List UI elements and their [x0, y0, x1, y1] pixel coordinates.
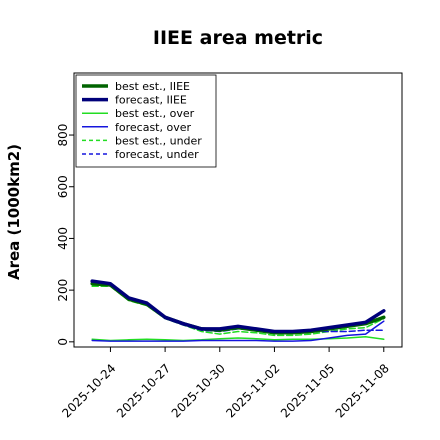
chart-title: IIEE area metric — [153, 27, 323, 49]
y-axis: 0 200 400 600 800 — [56, 124, 74, 346]
x-tick-label: 2025-11-02 — [223, 361, 282, 420]
y-tick-label: 600 — [56, 175, 70, 198]
x-tick-label: 2025-10-27 — [114, 361, 173, 420]
legend-entry: forecast, over — [115, 121, 191, 134]
y-tick-label: 800 — [56, 124, 70, 147]
y-tick-label: 200 — [56, 279, 70, 302]
x-tick-label: 2025-10-30 — [169, 361, 228, 420]
series-line-2 — [91, 335, 385, 342]
y-axis-label: Area (1000km2) — [5, 144, 23, 280]
legend-entry: forecast, under — [115, 148, 199, 161]
x-tick-label: 2025-10-24 — [59, 361, 118, 420]
series-line-1 — [90, 279, 386, 334]
legend-entry: best est., under — [115, 134, 202, 147]
plot-frame — [73, 72, 403, 348]
legend-entry: best est., over — [115, 107, 195, 120]
x-tick-label: 2025-11-08 — [333, 361, 392, 420]
x-axis: 2025-10-242025-10-272025-10-302025-11-02… — [59, 347, 392, 420]
legend-entry: best est., IIEE — [115, 80, 190, 93]
series-line-0 — [90, 281, 222, 332]
series-layer — [90, 279, 386, 342]
x-tick-label: 2025-11-05 — [278, 361, 337, 420]
legend-entry: forecast, IIEE — [115, 94, 187, 107]
series-line-3 — [91, 320, 385, 342]
y-tick-label: 400 — [56, 227, 70, 250]
legend-box — [75, 74, 217, 168]
y-tick-label: 0 — [56, 338, 70, 346]
